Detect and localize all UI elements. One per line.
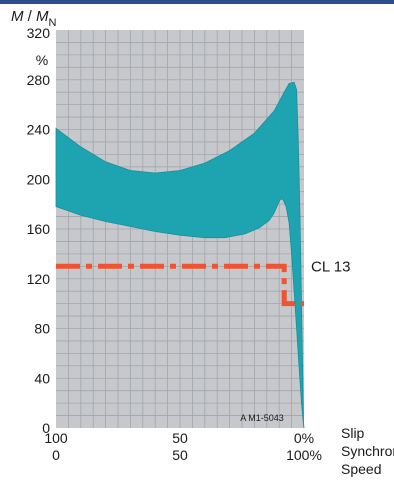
yunit: % <box>36 52 48 68</box>
y-tick-label: 120 <box>27 271 51 287</box>
x-tick-label-speed: 100% <box>286 447 322 463</box>
series-line-cl13 <box>56 263 304 307</box>
x-tick-label-slip: 100 <box>44 430 68 446</box>
x-tick-label-slip: 0% <box>294 430 314 446</box>
x-tick-label-speed: 50 <box>172 447 188 463</box>
x-row-label-synchronous: Synchronous <box>341 443 394 459</box>
watermark: A M1-5043 <box>240 413 284 423</box>
x-tick-label-speed: 0 <box>52 447 60 463</box>
series-layer: CL 13 <box>56 258 350 307</box>
x-tick-label-slip: 50 <box>172 430 188 446</box>
x-row-label-speed: Speed <box>341 461 381 477</box>
grid <box>56 30 304 428</box>
x-row-label-slip: Slip <box>341 425 365 441</box>
ylabel: M / MN <box>11 8 57 29</box>
y-tick-label: 200 <box>27 171 51 187</box>
y-tick-label: 80 <box>34 321 50 337</box>
y-tick-label: 40 <box>34 370 50 386</box>
torque-band <box>55 81 305 429</box>
y-tick-label: 240 <box>27 122 51 138</box>
series-label-cl13: CL 13 <box>311 258 350 275</box>
y-tick-label: 0 <box>42 420 50 436</box>
y-tick-label: 160 <box>27 221 51 237</box>
y-ticks: 0 40 80 120 160 200 240 280 320 <box>27 25 51 436</box>
y-tick-label: 280 <box>27 72 51 88</box>
band-layer <box>55 81 305 429</box>
y-tick-label: 320 <box>27 25 51 41</box>
top-rule <box>0 0 394 4</box>
